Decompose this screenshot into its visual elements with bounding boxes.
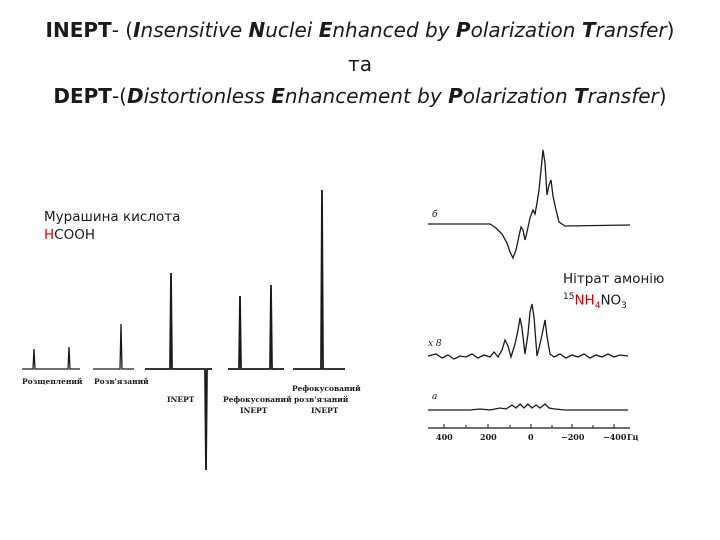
spectrum-refocused-decoupled-inept	[293, 189, 345, 370]
title-conjunction: та	[348, 52, 372, 76]
title-dept-segment: olarization	[462, 84, 574, 108]
label-refdec-l3: INEPT	[311, 406, 339, 415]
title-dept-segment: DEPT	[53, 84, 112, 108]
formula-nh: NH	[574, 292, 595, 309]
label-decoupled: Розв'язаний	[94, 377, 149, 386]
title-dept-segment: -(	[111, 84, 127, 108]
title-inept-segment: nsensitive	[140, 18, 249, 42]
formic-acid-name: Мурашина кислота	[44, 209, 181, 225]
formic-acid-label: Мурашина кислота HCOOH	[44, 208, 180, 244]
formula-rest: COOH	[54, 227, 95, 243]
label-refocused-l2: INEPT	[240, 406, 268, 415]
spectrum-refocused-inept	[228, 284, 284, 370]
title-dept-segment: D	[126, 84, 144, 108]
title-inept-segment: INEPT	[45, 18, 112, 42]
title-inept-segment: )	[666, 18, 675, 42]
label-split: Розщеплений	[22, 377, 83, 386]
title-dept-segment: P	[448, 84, 463, 108]
axis-tick-marks	[443, 424, 615, 428]
title-dept: DEPT-(Distortionless Enhancement by Pola…	[0, 82, 720, 110]
title-inept-segment: - (	[111, 18, 134, 42]
title-dept-segment: ransfer	[587, 84, 659, 108]
title-dept-segment: nhancement by	[284, 84, 449, 108]
title-inept-segment: olarization	[470, 18, 582, 42]
title-inept-segment: ransfer	[595, 18, 667, 42]
label-inept: INEPT	[167, 395, 195, 404]
ammonium-nitrate-formula: 15NH4NO3	[563, 288, 664, 315]
title-dept-segment: E	[271, 84, 285, 108]
isotope-mass: 15	[563, 292, 575, 302]
formula-sub-4: 4	[594, 301, 601, 312]
left-spectra: Розщеплений Розв'язаний INEPT Рефокусова…	[22, 189, 361, 471]
axis-unit: Гц	[627, 432, 639, 442]
label-refdec-l1: Рефокусований	[292, 384, 361, 393]
title-inept-segment: I	[133, 18, 141, 42]
ammonium-nitrate-label: Нітрат амонію 15NH4NO3	[563, 270, 664, 315]
axis-tick-label: 400	[436, 432, 453, 442]
title-inept-segment: uclei	[265, 18, 319, 42]
spectrum-b	[428, 149, 631, 260]
spectrum-split	[22, 346, 80, 370]
spectrum-decoupled	[93, 323, 134, 370]
title-dept-segment: )	[658, 84, 667, 108]
spectrum-a	[428, 403, 628, 411]
label-refdec-l2: розв'язаний	[294, 395, 349, 404]
ammonium-nitrate-name: Нітрат амонію	[563, 271, 665, 287]
spectrum-inept	[145, 272, 212, 471]
title-inept-segment: N	[248, 18, 266, 42]
title-inept: INEPT- (Insensitive Nuclei Enhanced by P…	[0, 16, 720, 44]
formula-sub-3: 3	[621, 301, 627, 312]
axis-tick-label: −400	[603, 432, 627, 442]
formula-no: NO	[600, 292, 622, 309]
trace-label-a: а	[432, 392, 437, 402]
spectrum-x8	[427, 303, 629, 360]
title-dept-segment: istortionless	[143, 84, 272, 108]
title-inept-segment: nhanced by	[332, 18, 456, 42]
formic-acid-formula: HCOOH	[44, 226, 180, 244]
right-spectra: б x 8 а 400 200 0 −200 −400 Гц	[427, 149, 639, 442]
axis-tick-label: 0	[528, 432, 534, 442]
label-refocused-l1: Рефокусований	[223, 395, 292, 404]
axis-tick-label: 200	[480, 432, 497, 442]
trace-label-x8: x 8	[428, 339, 442, 349]
title-inept-segment: E	[318, 18, 333, 42]
title-dept-segment: T	[573, 84, 588, 108]
title-inept-segment: P	[455, 18, 471, 42]
trace-label-b: б	[432, 209, 438, 220]
axis-tick-label: −200	[561, 432, 585, 442]
formula-proton: H	[44, 227, 55, 243]
title-inept-segment: T	[581, 18, 596, 42]
